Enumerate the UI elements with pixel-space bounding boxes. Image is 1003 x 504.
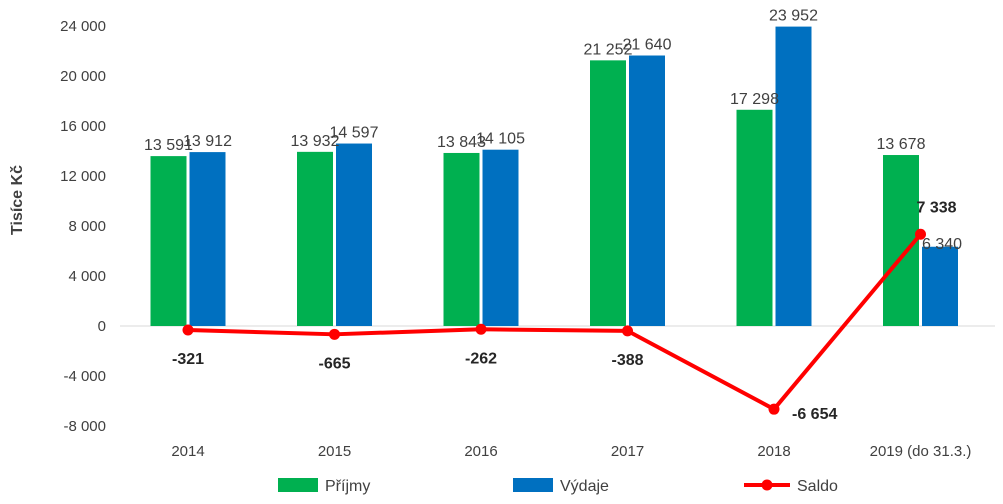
bar-labels: 13 591 13 932 13 843 21 252 17 298 13 678 13 9… <box>144 8 962 253</box>
bar-value-label: 6 340 <box>922 236 962 253</box>
bar-výdaje <box>629 55 665 326</box>
saldo-point <box>622 325 633 337</box>
legend-swatch-příjmy <box>278 478 318 492</box>
legend-swatch-saldo-marker <box>761 479 773 491</box>
bar-výdaje <box>336 143 372 326</box>
y-tick-label: -4 000 <box>63 368 106 385</box>
bar-value-label: 21 640 <box>623 37 672 54</box>
bar-výdaje <box>775 26 812 326</box>
saldo-line <box>187 232 923 412</box>
legend: Příjmy Výdaje Saldo <box>278 478 838 495</box>
saldo-point <box>182 324 194 336</box>
bar-příjmy <box>150 156 187 326</box>
y-tick-label: 12 000 <box>60 168 106 185</box>
bar-value-label: 14 105 <box>476 131 525 148</box>
bar-příjmy <box>297 151 333 326</box>
saldo-point <box>475 323 487 335</box>
x-tick-label: 2015 <box>318 443 351 460</box>
y-tick-label: 0 <box>98 318 106 335</box>
bar-value-label: 13 912 <box>183 133 232 150</box>
bar-výdaje <box>189 152 226 326</box>
bars <box>150 26 958 327</box>
bar-value-label: 13 591 <box>144 137 193 154</box>
saldo-value-label: 7 338 <box>916 199 956 216</box>
saldo-labels: -321 -665 -262 -388 -6 654 7 338 <box>172 199 957 423</box>
bar-value-label: 13 932 <box>291 133 340 150</box>
saldo-point <box>329 328 340 340</box>
saldo-point <box>768 403 780 415</box>
y-tick-label: 16 000 <box>60 118 106 135</box>
legend-label: Příjmy <box>325 478 370 495</box>
bar-value-label: 17 298 <box>730 91 779 108</box>
bar-value-label: 14 597 <box>330 125 379 142</box>
x-ticks: 2014 2015 2016 2017 2018 2019 (do 31.3.) <box>171 443 971 460</box>
saldo-value-label: -262 <box>465 350 497 367</box>
bar-příjmy <box>443 152 480 326</box>
legend-swatch-výdaje <box>513 478 553 492</box>
bar-value-label: 13 843 <box>437 134 486 151</box>
bar-příjmy <box>736 109 773 327</box>
x-tick-label: 2014 <box>171 443 204 460</box>
bar-value-label: 13 678 <box>877 136 926 153</box>
x-tick-label: 2016 <box>464 443 497 460</box>
saldo-point <box>915 228 926 240</box>
y-tick-label: 24 000 <box>60 18 106 35</box>
y-ticks: 24 000 20 000 16 000 12 000 8 000 4 000 0 -4 00… <box>60 18 106 435</box>
y-tick-label: 8 000 <box>68 218 106 235</box>
bar-value-label: 21 252 <box>584 41 633 58</box>
saldo-value-label: -6 654 <box>792 406 837 423</box>
saldo-value-label: -665 <box>318 355 350 372</box>
bar-výdaje <box>482 149 519 326</box>
y-tick-label: 4 000 <box>68 268 106 285</box>
y-axis-label: Tisíce Kč <box>9 165 26 235</box>
bar-value-label: 23 952 <box>769 8 818 25</box>
y-tick-label: -8 000 <box>63 418 106 435</box>
bar-příjmy <box>590 60 626 326</box>
legend-label: Saldo <box>797 478 838 495</box>
bar-výdaje <box>922 246 958 326</box>
saldo-line-group <box>182 228 926 415</box>
saldo-value-label: -321 <box>172 351 204 368</box>
saldo-value-label: -388 <box>611 352 643 369</box>
y-tick-label: 20 000 <box>60 68 106 85</box>
legend-label: Výdaje <box>560 478 609 495</box>
x-tick-label: 2017 <box>611 443 644 460</box>
x-tick-label: 2018 <box>757 443 790 460</box>
x-tick-label: 2019 (do 31.3.) <box>870 443 972 460</box>
